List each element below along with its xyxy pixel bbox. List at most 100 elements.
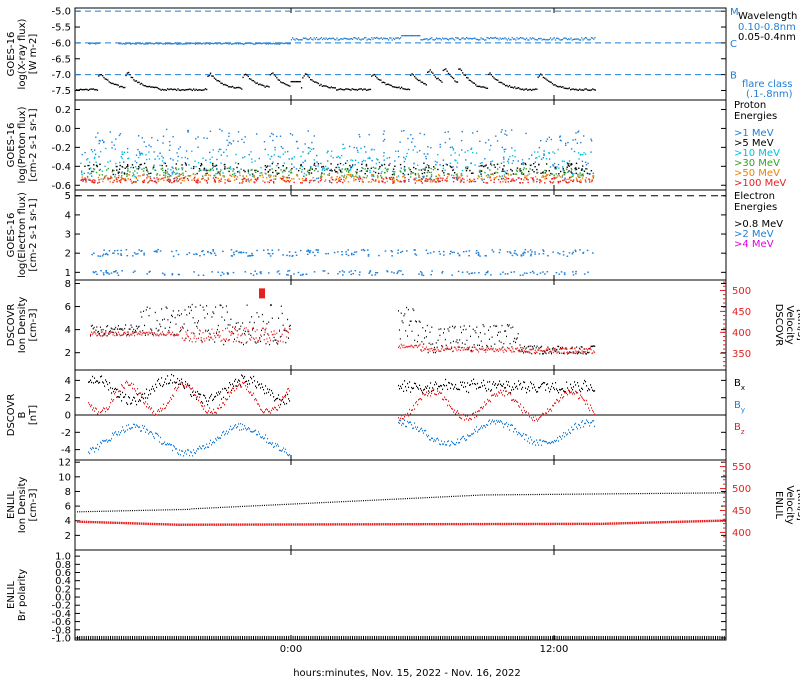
xray-point <box>203 89 205 91</box>
proton-point <box>312 148 315 150</box>
b-point <box>523 381 525 383</box>
b-point <box>129 397 131 399</box>
proton-point <box>445 163 447 165</box>
electron-point <box>99 255 102 257</box>
xray-point <box>391 85 394 88</box>
xray-point <box>305 37 307 40</box>
xray-point <box>98 42 100 44</box>
density-point <box>271 317 273 319</box>
proton-point <box>471 132 474 134</box>
proton-point <box>116 165 118 168</box>
density-point <box>223 343 225 346</box>
b-point <box>230 425 232 428</box>
proton-point <box>162 177 164 179</box>
b-point <box>491 389 493 391</box>
b-point <box>108 389 110 391</box>
proton-point <box>172 136 174 138</box>
xray-point <box>512 87 515 89</box>
proton-point <box>220 162 222 164</box>
proton-point <box>513 180 516 182</box>
proton-point <box>276 173 279 175</box>
proton-point <box>87 158 89 160</box>
proton-point <box>489 177 491 179</box>
b-point <box>102 439 104 442</box>
y-right-tick-label: 550 <box>732 462 751 473</box>
proton-point <box>123 179 126 181</box>
xray-point <box>140 42 142 45</box>
density-point <box>143 310 145 312</box>
proton-point <box>312 180 315 182</box>
b-point <box>558 391 560 394</box>
proton-point <box>234 162 237 164</box>
proton-point <box>281 171 284 173</box>
density-point <box>466 339 468 342</box>
proton-point <box>288 174 290 177</box>
b-point <box>120 393 122 396</box>
xray-point <box>209 72 212 74</box>
xray-point <box>144 43 146 45</box>
proton-point <box>288 181 291 183</box>
density-point <box>560 348 562 350</box>
density-point <box>504 330 506 332</box>
proton-point <box>285 176 287 179</box>
proton-point <box>522 163 525 166</box>
density-point <box>193 333 195 335</box>
proton-point <box>200 169 202 172</box>
electron-point <box>490 274 492 276</box>
b-point <box>554 388 556 391</box>
xray-point <box>174 42 176 44</box>
proton-point <box>125 166 128 168</box>
electron-point <box>475 250 478 252</box>
proton-point <box>403 174 406 176</box>
y-tick-label: 0.2 <box>55 584 71 595</box>
proton-point <box>483 178 485 181</box>
proton-point <box>465 169 468 172</box>
density-point <box>467 348 469 351</box>
b-point <box>559 435 561 438</box>
proton-point <box>451 176 454 179</box>
xray-point <box>323 37 325 39</box>
b-point <box>537 390 539 393</box>
density-point <box>576 346 578 348</box>
xray-point <box>446 70 448 72</box>
density-point <box>470 335 471 338</box>
electron-point <box>397 252 399 254</box>
electron-point <box>288 255 291 257</box>
velocity-point <box>229 331 231 334</box>
proton-point <box>96 165 99 168</box>
b-point <box>288 398 290 400</box>
xray-point <box>87 89 89 92</box>
velocity-point <box>475 348 477 350</box>
proton-point <box>346 160 349 162</box>
b-point <box>105 410 107 413</box>
proton-point <box>519 182 521 184</box>
b-point <box>542 382 544 385</box>
b-point <box>251 377 253 380</box>
b-point <box>488 420 490 423</box>
velocity-point <box>188 336 190 338</box>
b-point <box>548 442 550 444</box>
proton-point <box>261 174 264 176</box>
velocity-point <box>497 350 499 352</box>
velocity-point <box>90 331 92 333</box>
velocity-point <box>131 334 133 336</box>
proton-point <box>589 173 591 175</box>
b-point <box>171 444 173 446</box>
proton-point <box>575 162 578 165</box>
proton-point <box>510 180 512 183</box>
proton-point <box>496 168 499 170</box>
proton-point <box>230 168 232 170</box>
xray-point <box>480 37 482 39</box>
density-point <box>439 334 441 337</box>
b-point <box>423 389 425 391</box>
xray-point <box>198 89 200 91</box>
proton-point <box>321 172 323 174</box>
xray-point <box>450 75 452 77</box>
b-point <box>410 421 412 423</box>
b-point <box>111 398 113 401</box>
proton-point <box>494 177 497 179</box>
xray-point <box>390 84 392 87</box>
density-point <box>136 327 138 330</box>
velocity-point <box>101 331 103 333</box>
